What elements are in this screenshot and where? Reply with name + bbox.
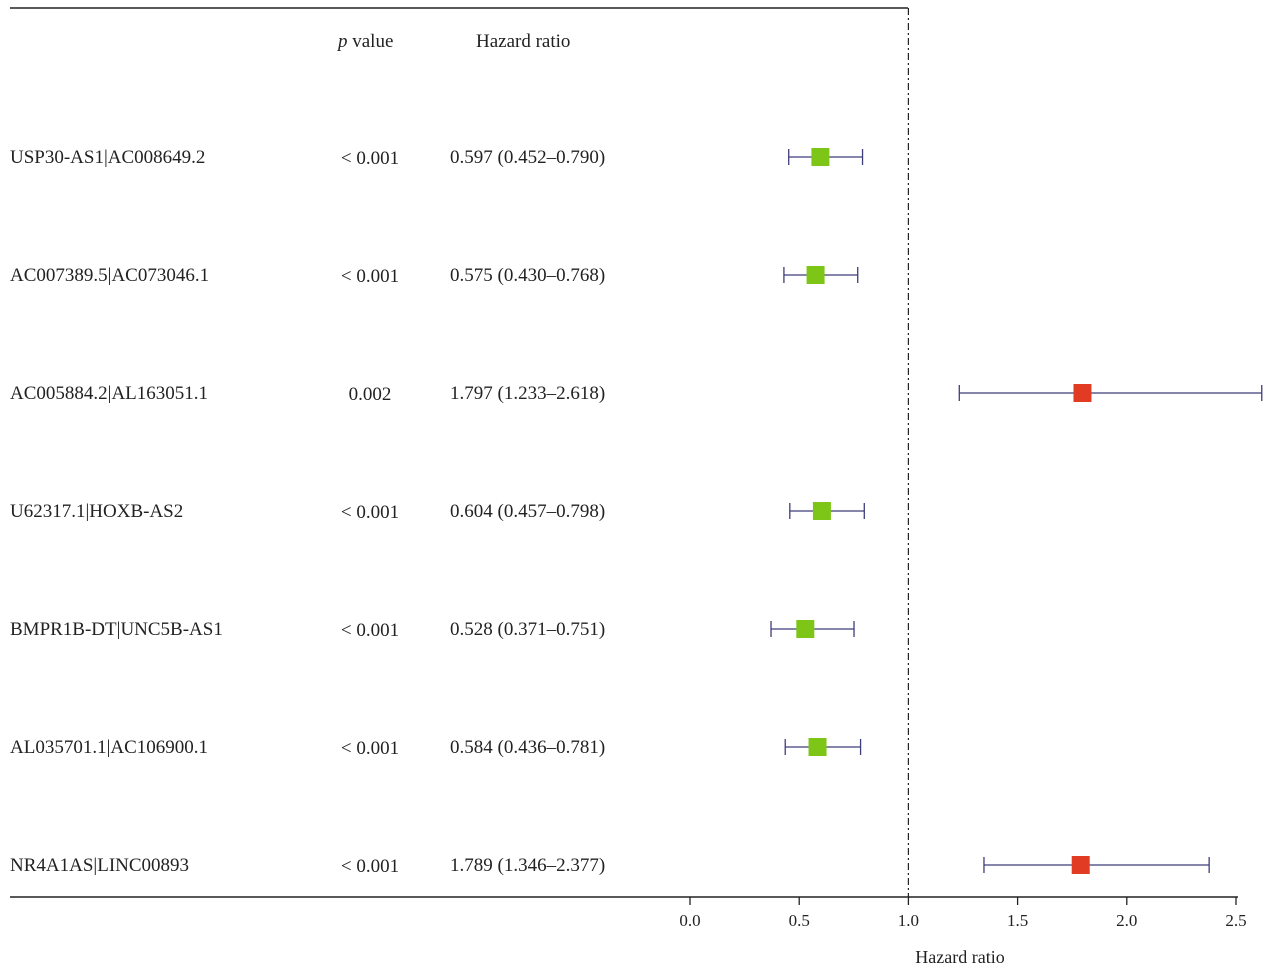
hazard-ratio-point: [1071, 856, 1090, 874]
row-label: AC007389.5|AC073046.1: [10, 265, 209, 286]
hazard-ratio-point: [1073, 384, 1092, 402]
hazard-ratio-text: 0.597 (0.452–0.790): [450, 147, 605, 168]
hazard-ratio-text: 1.797 (1.233–2.618): [450, 383, 605, 404]
p-value: 0.002: [349, 384, 392, 405]
row-label: AL035701.1|AC106900.1: [10, 737, 208, 758]
row-label: NR4A1AS|LINC00893: [10, 855, 189, 876]
row-label: USP30-AS1|AC008649.2: [10, 147, 205, 168]
forest-row: U62317.1|HOXB-AS2 < 0.001 0.604 (0.457–0.7…: [10, 501, 865, 523]
forest-row: BMPR1B-DT|UNC5B-AS1 < 0.001 0.528 (0.371–0…: [10, 619, 855, 641]
p-value: < 0.001: [341, 266, 399, 287]
x-tick-label: 0.5: [789, 911, 810, 930]
forest-row: USP30-AS1|AC008649.2 < 0.001 0.597 (0.452–…: [10, 147, 864, 169]
hazard-ratio-text: 0.575 (0.430–0.768): [450, 265, 605, 286]
forest-rows: USP30-AS1|AC008649.2 < 0.001 0.597 (0.452–…: [10, 147, 1263, 877]
forest-row: AL035701.1|AC106900.1 < 0.001 0.584 (0.436…: [10, 737, 862, 759]
p-header-suffix: value: [348, 31, 394, 52]
hazard-ratio-point: [806, 266, 825, 284]
forest-row: NR4A1AS|LINC00893 < 0.001 1.789 (1.346–2.3…: [10, 855, 1210, 877]
hazard-ratio-point: [796, 620, 815, 638]
forest-row: AC005884.2|AL163051.1 0.002 1.797 (1.233–2…: [10, 383, 1263, 405]
p-value: < 0.001: [341, 856, 399, 877]
p-header-italic: p: [336, 31, 348, 52]
hazard-ratio-text: 0.528 (0.371–0.751): [450, 619, 605, 640]
hazard-ratio-header: Hazard ratio: [476, 31, 570, 52]
hazard-ratio-point: [808, 738, 827, 756]
hazard-ratio-text: 1.789 (1.346–2.377): [450, 855, 605, 876]
hazard-ratio-text: 0.584 (0.436–0.781): [450, 737, 605, 758]
p-value: < 0.001: [341, 502, 399, 523]
forest-row: AC007389.5|AC073046.1 < 0.001 0.575 (0.430…: [10, 265, 859, 287]
row-label: BMPR1B-DT|UNC5B-AS1: [10, 619, 223, 640]
hazard-ratio-text: 0.604 (0.457–0.798): [450, 501, 605, 522]
p-value: < 0.001: [341, 148, 399, 169]
x-axis-label: Hazard ratio: [915, 947, 1004, 967]
hazard-ratio-point: [811, 148, 830, 166]
x-tick-label: 0.0: [679, 911, 700, 930]
x-tick-label: 1.5: [1007, 911, 1028, 930]
row-label: U62317.1|HOXB-AS2: [10, 501, 183, 522]
p-value: < 0.001: [341, 738, 399, 759]
x-tick-label: 1.0: [898, 911, 919, 930]
p-value-header: p value: [336, 31, 393, 52]
row-label: AC005884.2|AL163051.1: [10, 383, 208, 404]
x-axis-ticks: 0.0 0.5 1.0 1.5 2.0 2.5: [679, 897, 1247, 930]
p-value: < 0.001: [341, 620, 399, 641]
x-tick-label: 2.5: [1225, 911, 1246, 930]
hazard-ratio-point: [812, 502, 831, 520]
x-tick-label: 2.0: [1116, 911, 1137, 930]
